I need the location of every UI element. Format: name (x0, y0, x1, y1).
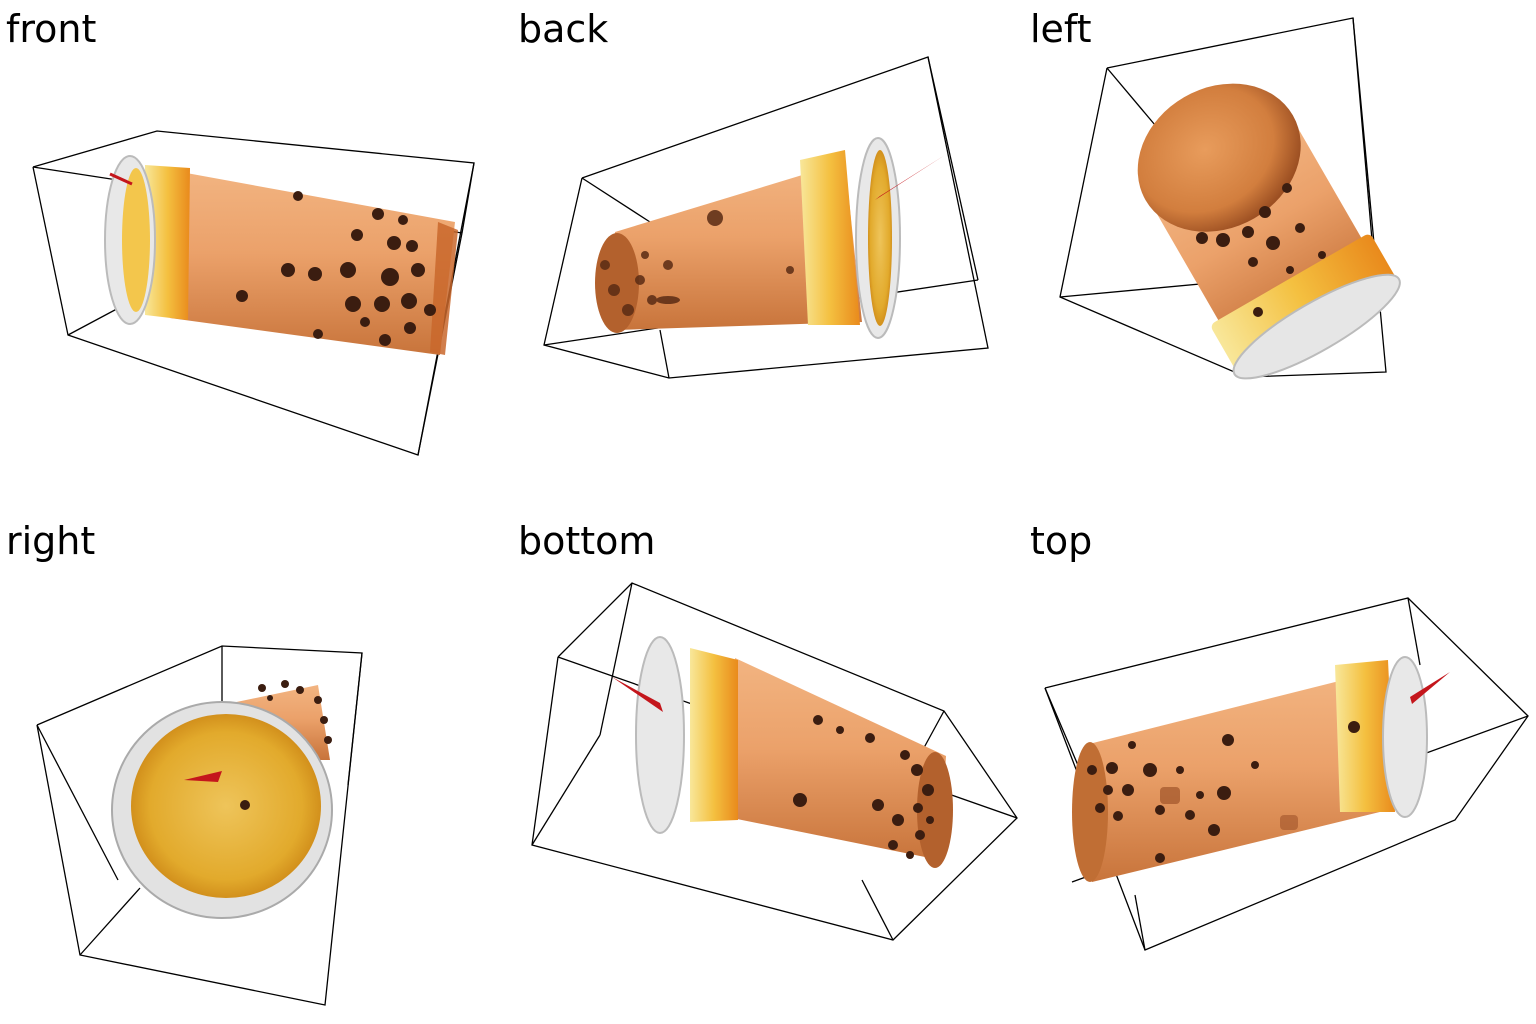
boba-cup (1072, 656, 1450, 882)
boba-cup (612, 636, 953, 868)
view-front (32, 130, 475, 456)
tapioca-pearls (1087, 721, 1360, 863)
view-label-front: front (6, 7, 97, 51)
view-right (36, 645, 363, 1006)
view-back (543, 56, 989, 379)
boba-cup (111, 680, 333, 919)
bounding-box (36, 645, 363, 1006)
tapioca-pearls (236, 191, 436, 346)
tapioca-pearls (1196, 183, 1326, 317)
view-label-left: left (1030, 7, 1092, 51)
view-bottom (531, 582, 1018, 941)
tapioca-pearls (600, 210, 794, 316)
boba-cup (595, 137, 945, 339)
view-label-bottom: bottom (518, 519, 656, 563)
view-label-back: back (518, 7, 609, 51)
view-top (1044, 597, 1529, 951)
tapioca-pearls (793, 715, 934, 859)
view-label-right: right (6, 519, 96, 563)
tapioca-pearls (258, 680, 332, 744)
view-label-top: top (1030, 519, 1093, 563)
boba-cup (1137, 83, 1401, 380)
view-left (1059, 17, 1401, 380)
boba-cup (104, 155, 458, 355)
